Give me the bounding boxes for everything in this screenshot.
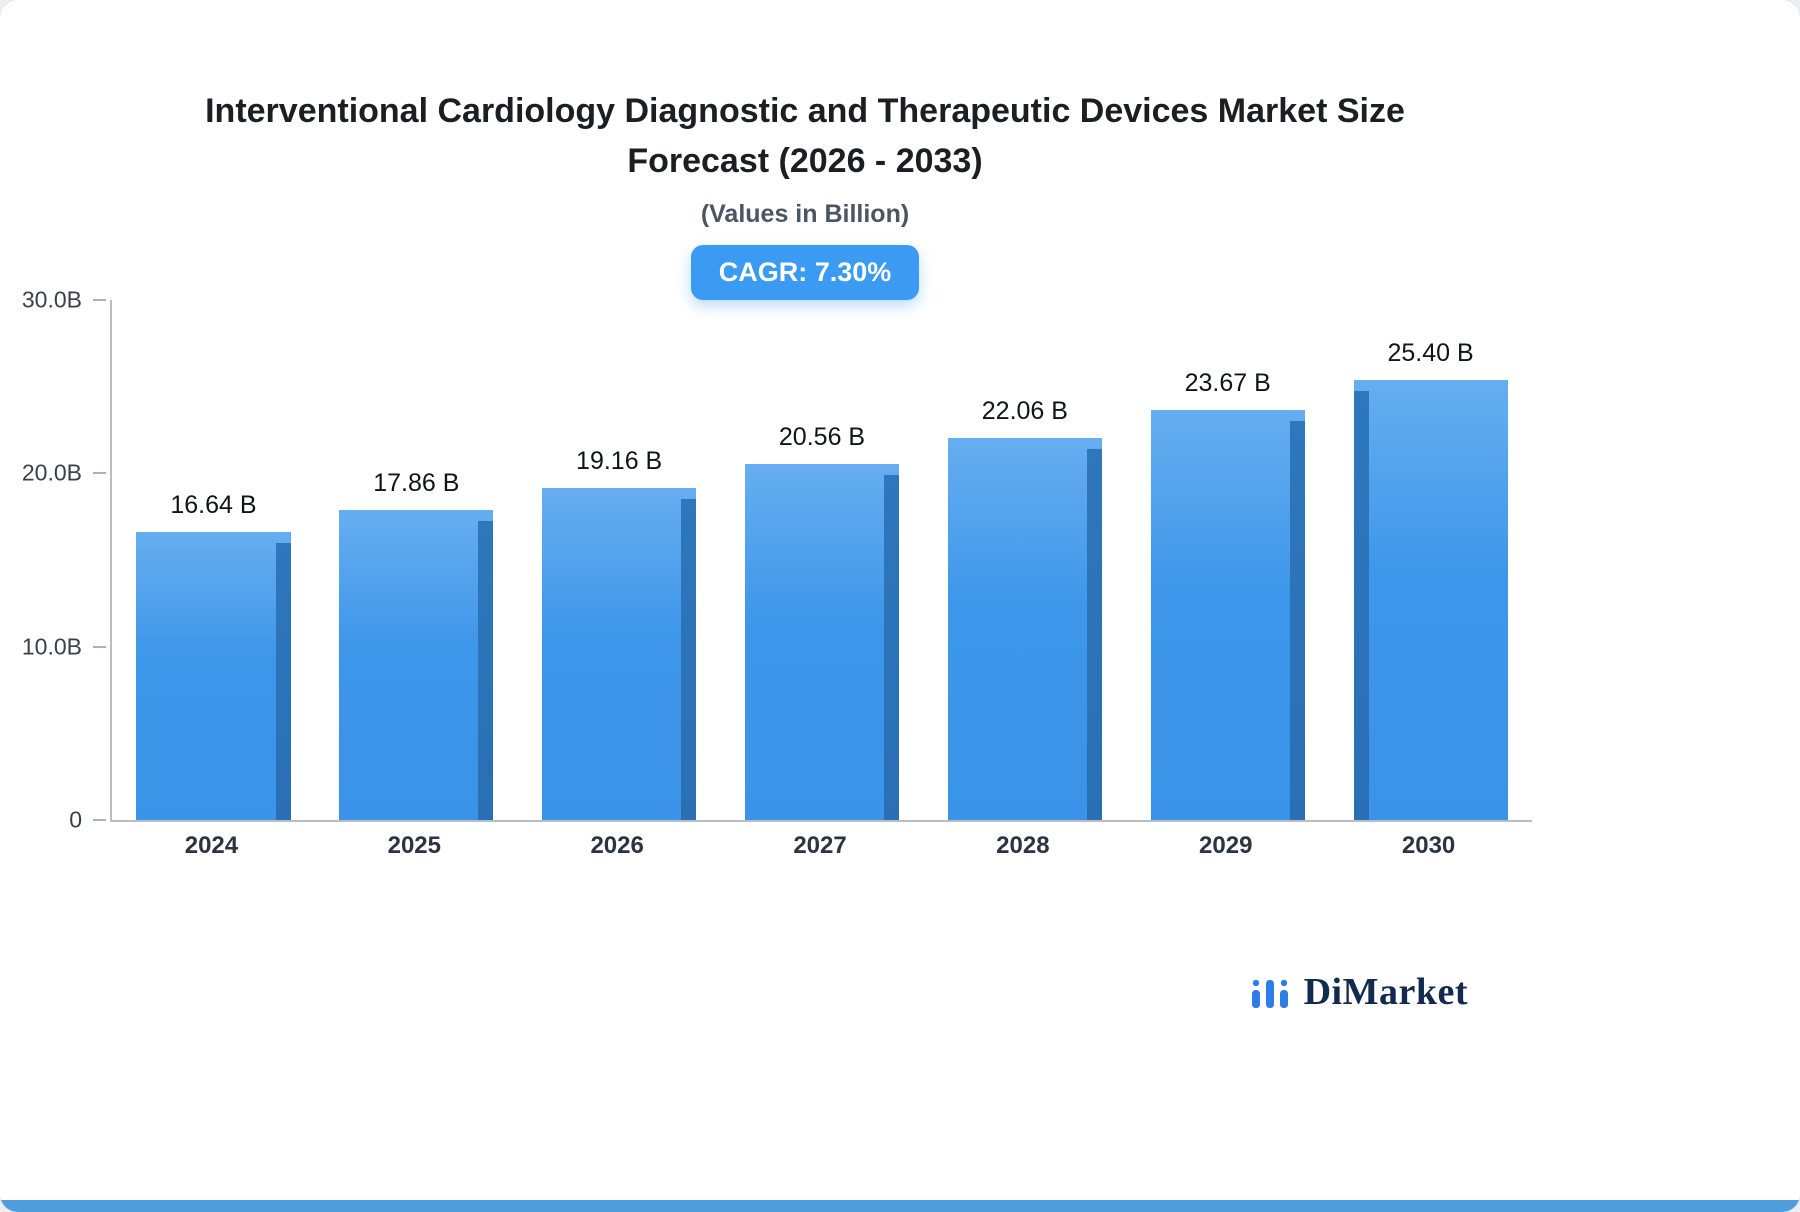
chart-title-line2: Forecast (2026 - 2033): [627, 142, 983, 180]
bar-slot: 25.40 B: [1329, 300, 1532, 821]
bar-slot: 23.67 B: [1126, 300, 1329, 821]
bar-value-label: 17.86 B: [373, 469, 460, 498]
bar-value-label: 25.40 B: [1387, 338, 1474, 367]
bar-slot: 22.06 B: [923, 300, 1126, 821]
x-axis-label-2029: 2029: [1199, 832, 1253, 859]
y-tick-mark: [93, 299, 106, 301]
bar-slot: 19.16 B: [518, 300, 721, 821]
y-tick-mark: [93, 472, 106, 475]
bar-2025: 17.86 B: [339, 469, 494, 820]
x-axis-label-2024: 2024: [184, 832, 239, 859]
y-tick-label: 0: [69, 806, 82, 833]
y-tick-mark: [93, 645, 106, 648]
x-axis-label-2026: 2026: [590, 832, 644, 859]
x-axis-label-2028: 2028: [996, 832, 1050, 859]
bar-2028: 22.06 B: [947, 397, 1103, 821]
chart-title-line1: Interventional Cardiology Diagnostic and…: [205, 92, 1405, 130]
bar-2030: 25.40 B: [1353, 339, 1508, 821]
bar-slot: 17.86 B: [315, 300, 518, 820]
x-axis-label-2025: 2025: [387, 832, 441, 859]
y-tick-label: 10.0B: [21, 633, 82, 660]
y-tick-label: 20.0B: [21, 459, 82, 486]
bar-slot: 20.56 B: [721, 300, 924, 821]
x-axis-label-2030: 2030: [1401, 832, 1456, 859]
brand-logo-text: DiMarket: [1303, 971, 1468, 1013]
brand-logo: DiMarket: [1248, 970, 1468, 1014]
bar-2029: 23.67 B: [1150, 369, 1305, 821]
bar-value-label: 20.56 B: [778, 422, 866, 451]
cagr-badge-wrap: CAGR: 7.30%: [0, 245, 1610, 300]
bar-value-label: 16.64 B: [170, 490, 257, 519]
y-tick-mark: [93, 819, 106, 821]
y-tick-label: 30.0B: [21, 286, 82, 313]
chart-subtitle: (Values in Billion): [700, 200, 910, 228]
dimarket-logo-icon: [1248, 970, 1292, 1014]
bar-value-label: 22.06 B: [981, 396, 1068, 425]
bar-2024: 16.64 B: [136, 491, 291, 821]
bar-value-label: 23.67 B: [1184, 368, 1271, 397]
bar-value-label: 19.16 B: [576, 446, 663, 475]
chart-title: Interventional Cardiology Diagnostic and…: [0, 86, 1610, 186]
bottom-accent-strip: [0, 1200, 1800, 1212]
bar-2027: 20.56 B: [744, 423, 900, 821]
x-axis-label-2027: 2027: [793, 832, 847, 859]
bar-2026: 19.16 B: [542, 447, 697, 821]
x-axis-labels: 2024 2025 2026 2027 2028 2029 2030: [110, 832, 1530, 860]
bar-slot: 16.64 B: [112, 300, 315, 821]
plot-area: 0 10.0B 20.0B 30.0B 16.64 B 17.86 B 19.16 B 20.…: [22, 287, 1532, 833]
chart-header: Interventional Cardiology Diagnostic and…: [0, 86, 1610, 300]
cagr-badge: CAGR: 7.30%: [690, 245, 920, 300]
